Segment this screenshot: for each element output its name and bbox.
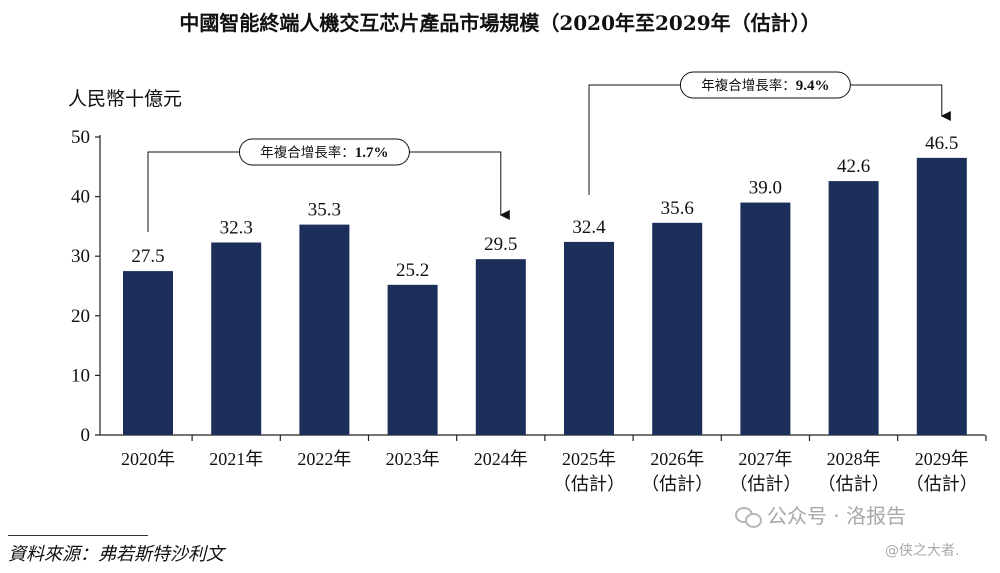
data-label: 46.5	[925, 133, 958, 154]
data-label: 25.2	[396, 260, 429, 281]
market-size-bar-chart: 中國智能終端人機交互芯片產品市場規模（2020年至2029年（估計）） 人民幣十…	[68, 11, 987, 494]
x-tick-label: 2028年	[827, 449, 881, 469]
y-tick-label: 10	[71, 365, 90, 386]
y-tick-label: 40	[71, 187, 90, 208]
cagr-bracket-right	[409, 151, 510, 220]
category-labels: 2020年 2021年 2022年 2023年 2024年 2025年 （估計） 2026年 （…	[121, 449, 978, 494]
x-tick-label: 2026年	[650, 449, 704, 469]
x-tick-label: 2021年	[209, 449, 263, 469]
data-label: 27.5	[131, 246, 164, 267]
bar	[299, 224, 350, 435]
cagr-label: 年複合增長率：1.7%	[260, 144, 388, 161]
x-tick-label: 2022年	[297, 449, 351, 469]
cagr-bracket-right	[850, 84, 951, 121]
bar	[475, 259, 526, 435]
bar	[740, 202, 791, 435]
cagr-annotations: 年複合增長率：1.7%年複合增長率：9.4%	[147, 71, 951, 232]
y-tick-label: 0	[81, 425, 91, 446]
value-labels: 27.5 32.3 35.3 25.2 29.5 32.4 35.6 39.0 42.6 46.5	[131, 133, 958, 281]
x-tick-label: 2024年	[474, 449, 528, 469]
x-tick-label: 2029年	[915, 449, 969, 469]
wechat-icon	[735, 505, 762, 528]
bar	[828, 181, 879, 435]
y-tick-label: 30	[71, 246, 90, 267]
cagr-bracket-left	[588, 84, 681, 195]
y-tick-label: 50	[71, 127, 90, 148]
watermark: 公众号 · 洛报告	[735, 500, 906, 529]
x-tick-note: （估計）	[729, 474, 801, 494]
x-tick-note: （估計）	[641, 474, 713, 494]
cagr-value: 1.7%	[355, 145, 389, 161]
bar	[564, 241, 614, 435]
cagr-label: 年複合增長率：9.4%	[701, 77, 829, 94]
x-tick-note: （估計）	[818, 474, 890, 494]
x-tick-note: （估計）	[553, 474, 625, 494]
cagr-box	[679, 71, 851, 99]
bar	[387, 284, 438, 435]
y-axis-label: 人民幣十億元	[68, 88, 182, 110]
x-tick-label: 2025年	[562, 449, 616, 469]
chart-title: 中國智能終端人機交互芯片產品市場規模（2020年至2029年（估計））	[179, 11, 820, 35]
cagr-prefix: 年複合增長率：	[260, 144, 355, 161]
bar	[123, 271, 173, 435]
x-tick-label: 2027年	[738, 449, 792, 469]
cagr-prefix: 年複合增長率：	[701, 77, 796, 94]
cagr-bracket-left	[147, 151, 240, 232]
x-tick-note: （估計）	[906, 474, 978, 494]
source-note: 資料來源：弗若斯特沙利文	[8, 544, 224, 565]
data-label: 35.3	[308, 200, 341, 221]
cagr-value: 9.4%	[796, 78, 830, 94]
bars	[123, 157, 967, 436]
data-label: 29.5	[484, 234, 517, 255]
data-label: 42.6	[837, 156, 870, 177]
bar	[916, 157, 967, 436]
bar	[652, 222, 703, 435]
bar	[211, 242, 262, 435]
data-label: 32.4	[572, 217, 606, 238]
cagr-box	[238, 138, 410, 166]
watermark-sub: @侠之大者.	[885, 543, 960, 559]
data-label: 32.3	[220, 217, 253, 238]
x-tick-label: 2023年	[386, 449, 440, 469]
data-label: 35.6	[661, 198, 694, 219]
x-tick-label: 2020年	[121, 449, 175, 469]
source-rule	[8, 535, 148, 536]
data-label: 39.0	[749, 178, 782, 199]
watermark-text: 公众号 · 洛报告	[767, 504, 907, 528]
y-tick-label: 20	[71, 306, 90, 327]
